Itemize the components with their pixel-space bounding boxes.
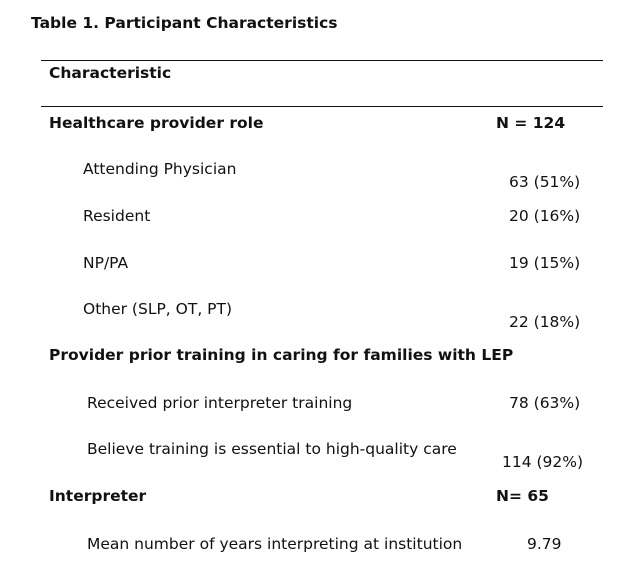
row-label-mean-years: Mean number of years interpreting at ins…: [87, 535, 463, 553]
row-label-resident: Resident: [83, 207, 151, 225]
row-label-received-training: Received prior interpreter training: [87, 394, 353, 412]
section-n-provider-role: N = 124: [496, 114, 566, 132]
row-value-resident: 20 (16%): [509, 207, 581, 225]
header-rule: [41, 106, 603, 107]
table-title: Table 1. Participant Characteristics: [31, 14, 338, 32]
row-value-mean-years: 9.79: [527, 535, 562, 553]
row-value-np-pa: 19 (15%): [509, 254, 581, 272]
section-label-interpreter: Interpreter: [49, 487, 147, 505]
row-value-received-training: 78 (63%): [509, 394, 581, 412]
section-label-provider-role: Healthcare provider role: [49, 114, 264, 132]
row-value-other: 22 (18%): [509, 313, 581, 331]
row-value-training-essential: 114 (92%): [502, 453, 584, 471]
top-rule: [41, 60, 603, 61]
row-label-attending-physician: Attending Physician: [83, 160, 237, 178]
row-label-other: Other (SLP, OT, PT): [83, 300, 233, 318]
row-label-np-pa: NP/PA: [83, 254, 129, 272]
column-header-characteristic: Characteristic: [49, 64, 172, 82]
section-label-prior-training: Provider prior training in caring for fa…: [49, 346, 514, 364]
section-n-interpreter: N= 65: [496, 487, 549, 505]
row-value-attending-physician: 63 (51%): [509, 173, 581, 191]
row-label-training-essential: Believe training is essential to high-qu…: [87, 440, 457, 458]
